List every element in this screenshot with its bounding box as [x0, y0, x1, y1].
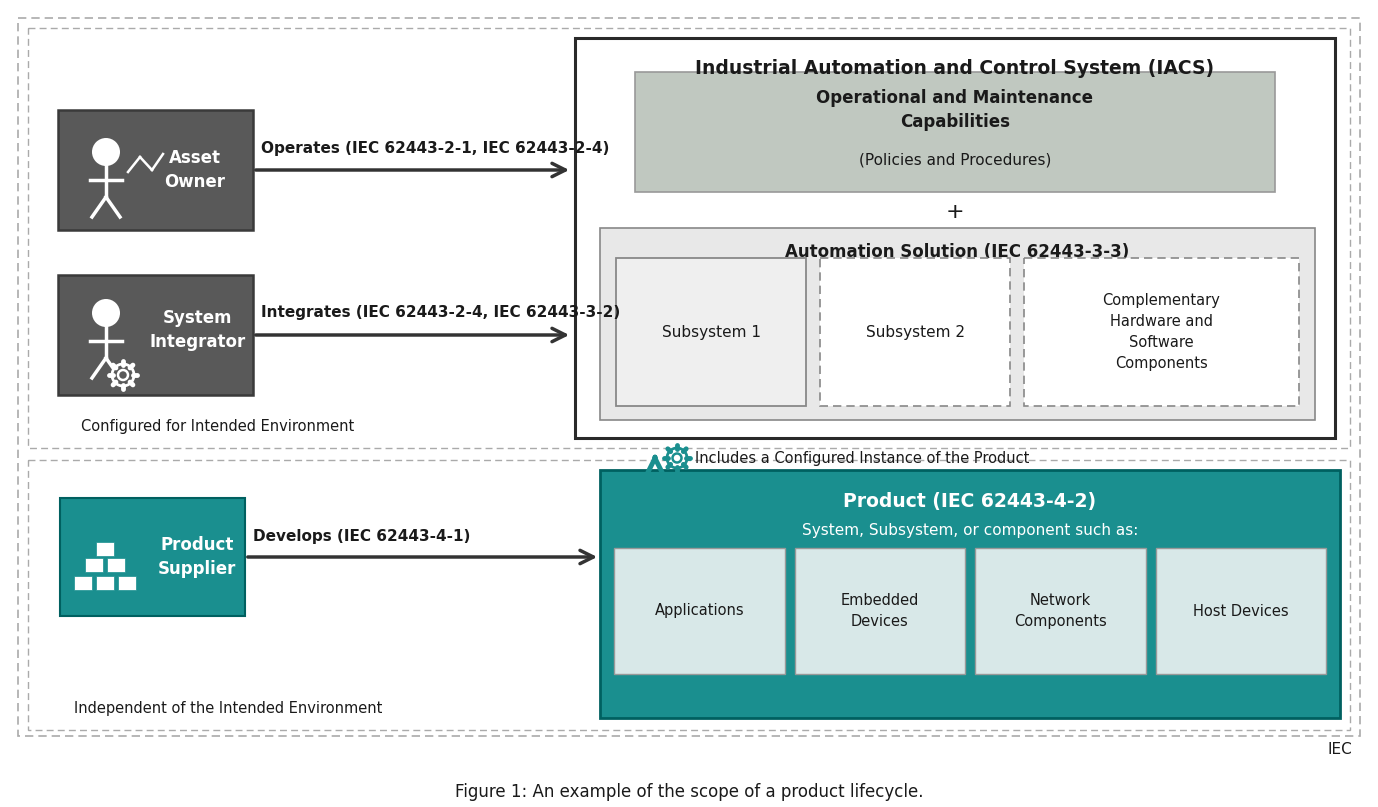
Bar [119, 576, 136, 590]
Text: System
Integrator: System Integrator [150, 309, 247, 351]
Bar [107, 558, 125, 572]
Bar [85, 558, 103, 572]
Bar [1156, 548, 1326, 674]
Circle shape [92, 138, 120, 166]
Circle shape [119, 370, 128, 380]
Bar [976, 548, 1145, 674]
Text: Product (IEC 62443-4-2): Product (IEC 62443-4-2) [843, 492, 1097, 512]
Text: (Policies and Procedures): (Policies and Procedures) [858, 153, 1051, 168]
Text: Complementary
Hardware and
Software
Components: Complementary Hardware and Software Comp… [1102, 293, 1221, 371]
Text: Embedded
Devices: Embedded Devices [841, 593, 919, 629]
Text: Operates (IEC 62443-2-1, IEC 62443-2-4): Operates (IEC 62443-2-1, IEC 62443-2-4) [260, 140, 609, 156]
Text: Asset
Owner: Asset Owner [164, 149, 226, 190]
Circle shape [667, 448, 688, 468]
Bar [61, 498, 245, 616]
Text: Operational and Maintenance
Capabilities: Operational and Maintenance Capabilities [817, 90, 1094, 131]
Text: System, Subsystem, or component such as:: System, Subsystem, or component such as: [802, 522, 1138, 537]
Bar [28, 460, 1350, 730]
Text: Industrial Automation and Control System (IACS): Industrial Automation and Control System… [696, 58, 1214, 77]
Text: Automation Solution (IEC 62443-3-3): Automation Solution (IEC 62443-3-3) [785, 243, 1130, 261]
Text: Configured for Intended Environment: Configured for Intended Environment [81, 419, 354, 433]
Text: Develops (IEC 62443-4-1): Develops (IEC 62443-4-1) [254, 529, 470, 545]
Text: Product
Supplier: Product Supplier [158, 536, 236, 578]
Bar [599, 228, 1315, 420]
Bar [18, 18, 1360, 736]
Bar [599, 470, 1339, 718]
Circle shape [92, 299, 120, 327]
Bar [74, 576, 92, 590]
Bar [635, 72, 1275, 192]
Text: Applications: Applications [655, 604, 744, 618]
Bar [795, 548, 965, 674]
Text: +: + [945, 202, 965, 222]
Text: IEC: IEC [1327, 742, 1352, 758]
Circle shape [672, 454, 682, 462]
Bar [615, 548, 784, 674]
Bar [58, 275, 254, 395]
Bar [616, 258, 806, 406]
Circle shape [112, 364, 134, 386]
Bar [820, 258, 1010, 406]
Bar [1024, 258, 1299, 406]
Text: Figure 1: An example of the scope of a product lifecycle.: Figure 1: An example of the scope of a p… [455, 783, 923, 801]
Text: Host Devices: Host Devices [1193, 604, 1288, 618]
Bar [28, 28, 1350, 448]
Text: Independent of the Intended Environment: Independent of the Intended Environment [74, 700, 382, 716]
Text: Integrates (IEC 62443-2-4, IEC 62443-3-2): Integrates (IEC 62443-2-4, IEC 62443-3-2… [260, 306, 620, 320]
Bar [575, 38, 1335, 438]
Bar [96, 576, 114, 590]
Bar [96, 542, 114, 556]
Text: Subsystem 1: Subsystem 1 [661, 324, 761, 340]
Text: Network
Components: Network Components [1014, 593, 1107, 629]
Text: Subsystem 2: Subsystem 2 [865, 324, 965, 340]
Text: Includes a Configured Instance of the Product: Includes a Configured Instance of the Pr… [695, 450, 1029, 466]
Bar [58, 110, 254, 230]
